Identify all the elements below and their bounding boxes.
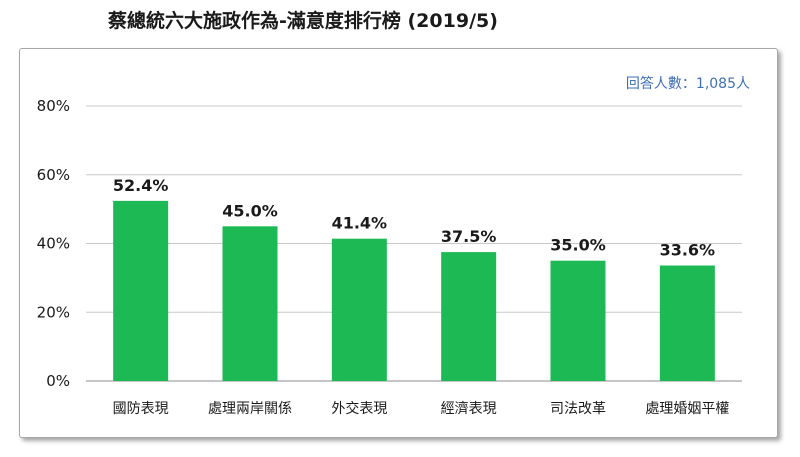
data-label: 35.0% (550, 236, 606, 255)
chart-title: 蔡總統六大施政作為-滿意度排行榜 (2019/5) (108, 10, 498, 32)
x-tick-label: 處理兩岸關係 (208, 401, 292, 417)
bar (222, 226, 278, 381)
bar (441, 252, 497, 381)
data-label: 52.4% (113, 176, 169, 195)
x-tick-label: 處理婚姻平權 (645, 401, 729, 417)
y-tick-label: 0% (46, 372, 70, 390)
data-label: 37.5% (441, 227, 497, 246)
data-label: 45.0% (222, 201, 278, 220)
x-tick-label: 司法改革 (550, 401, 606, 417)
y-tick-label: 60% (37, 166, 70, 184)
bar (331, 238, 387, 381)
data-label: 33.6% (660, 241, 716, 260)
bar (550, 260, 606, 381)
x-tick-label: 經濟表現 (441, 401, 497, 417)
respondent-count: 回答人數：1,085人 (625, 76, 750, 92)
y-tick-label: 80% (37, 97, 70, 115)
data-label: 41.4% (332, 214, 388, 233)
x-tick-label: 國防表現 (113, 401, 169, 417)
y-tick-label: 20% (37, 303, 70, 321)
bar (113, 200, 169, 381)
x-tick-label: 外交表現 (331, 400, 387, 417)
bar-chart: 0% 20% 40% 60% 80% 52.4% 45.0% 41.4% 37.5% 35.0%… (37, 97, 742, 417)
chart-frame: 回答人數：1,085人 0% 20% 40% 60% 80% 52.4% 45.0% 41.… (19, 48, 778, 438)
y-tick-label: 40% (37, 235, 70, 253)
bar (659, 265, 715, 381)
